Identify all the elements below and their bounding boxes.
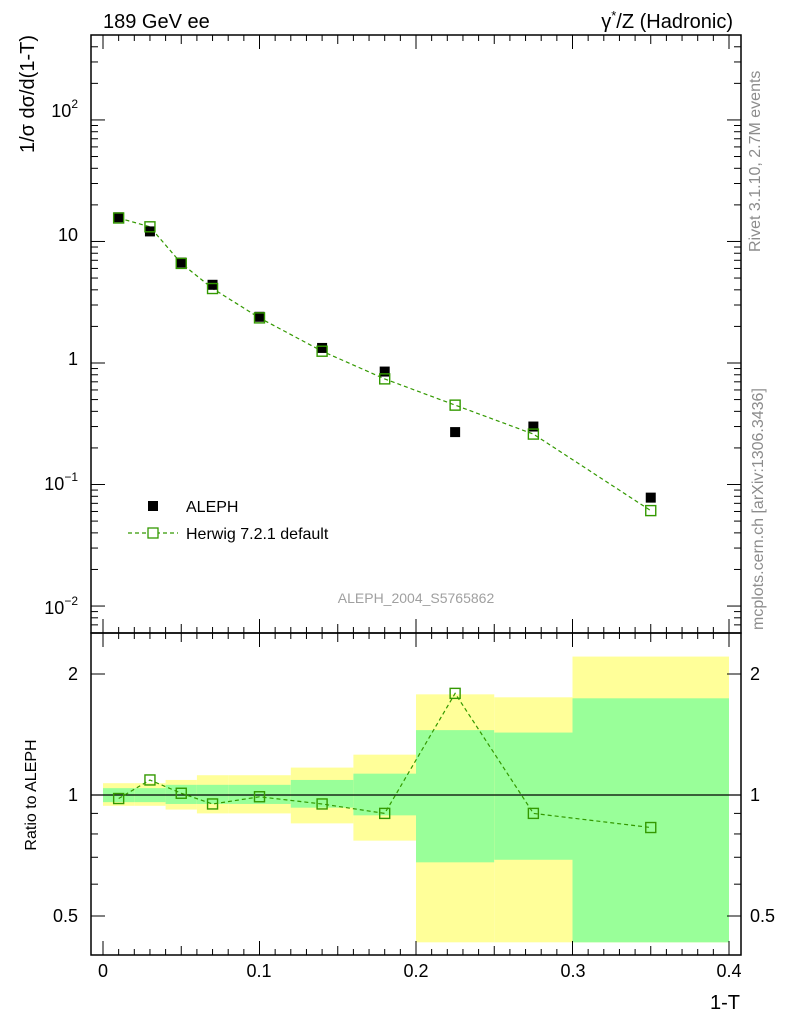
ratio-point [175, 787, 187, 799]
xtick-label-0.1: 0.1 [246, 961, 271, 981]
aleph-point [379, 366, 390, 377]
main-points [112, 212, 657, 517]
ratio-ylabel: Ratio to ALEPH [23, 739, 40, 850]
ratio-ytick-right-2: 2 [750, 664, 760, 684]
xtick-label-0.4: 0.4 [716, 961, 741, 981]
ratio-frame [90, 632, 742, 956]
legend-marker-herwig [147, 527, 159, 539]
ratio-band-inner [416, 730, 495, 863]
aleph-point [645, 492, 656, 503]
xlabel: 1-T [710, 992, 740, 1014]
main-panel: ALEPH_2004_S5765862 1/σ dσ/d(1-T) 10−2 1… [17, 34, 742, 634]
ratio-point [316, 798, 328, 810]
mcplots-label: mcplots.cern.ch [arXiv:1306.3436] [750, 388, 767, 630]
herwig-point [112, 212, 125, 224]
aleph-point [254, 311, 265, 322]
xtick-label-0: 0 [98, 961, 108, 981]
ratio-band-inner [494, 732, 573, 860]
aleph-point [113, 212, 124, 223]
legend-label-aleph: ALEPH [186, 499, 238, 516]
herwig-point [527, 428, 540, 440]
mc-line [118, 217, 652, 512]
ratio-point [206, 798, 219, 810]
herwig-point [316, 345, 328, 357]
ratio-ytick-left-0.5: 0.5 [53, 906, 78, 926]
aleph-point [317, 342, 328, 353]
ytick-label-100: 102 [51, 97, 78, 121]
ratio-band-inner [196, 784, 229, 804]
ratio-point [449, 687, 461, 700]
ratio-point [253, 791, 266, 803]
ratio-points [112, 687, 657, 834]
herwig-point [449, 399, 461, 411]
aleph-point [450, 427, 461, 438]
herwig-point [379, 373, 391, 385]
ratio-point [112, 792, 125, 805]
ratio-band-inner [290, 779, 354, 808]
ratio-band-inner [165, 784, 197, 804]
ratio-point [527, 807, 540, 820]
ratio-ytick-left-2: 2 [68, 664, 78, 684]
chart-title-right: γ*/Z (Hadronic) [601, 8, 733, 33]
ratio-ticks [91, 633, 741, 955]
herwig-point [253, 312, 266, 324]
aleph-point [528, 421, 539, 432]
ratio-ytick-right-0.5: 0.5 [750, 906, 775, 926]
aleph-point [176, 257, 187, 268]
herwig-point [645, 504, 657, 517]
ratio-bands [103, 656, 729, 943]
herwig-point [206, 282, 219, 295]
rivet-label: Rivet 3.1.10, 2.7M events [747, 71, 764, 252]
ytick-label-10: 10 [58, 225, 78, 245]
legend: ALEPH Herwig 7.2.1 default [128, 499, 329, 543]
chart-title-left: 189 GeV ee [103, 11, 210, 33]
main-ticks [91, 34, 741, 634]
main-ylabel: 1/σ dσ/d(1-T) [17, 35, 39, 153]
ratio-line [118, 692, 651, 829]
xtick-label-0.2: 0.2 [403, 961, 428, 981]
ytick-label-0.01: 10−2 [44, 594, 78, 618]
ratio-band-inner [572, 698, 729, 943]
ytick-label-0.1: 10−1 [44, 470, 78, 494]
ratio-point [144, 774, 156, 786]
ratio-ytick-right-1: 1 [750, 785, 760, 805]
herwig-point [144, 221, 156, 233]
ratio-panel: Ratio to ALEPH 0.5 1 2 0.5 1 2 0 0.1 0.2… [23, 632, 775, 1014]
analysis-watermark: ALEPH_2004_S5765862 [338, 590, 495, 606]
ytick-label-1: 1 [68, 349, 78, 369]
main-curves [118, 217, 652, 512]
legend-marker-aleph [148, 501, 158, 511]
ratio-point [645, 821, 657, 834]
ratio-ytick-left-1: 1 [68, 785, 78, 805]
legend-label-herwig: Herwig 7.2.1 default [186, 526, 329, 543]
xtick-label-0.3: 0.3 [560, 961, 585, 981]
herwig-point [175, 257, 187, 270]
aleph-point [207, 279, 218, 290]
ratio-point [379, 807, 391, 820]
